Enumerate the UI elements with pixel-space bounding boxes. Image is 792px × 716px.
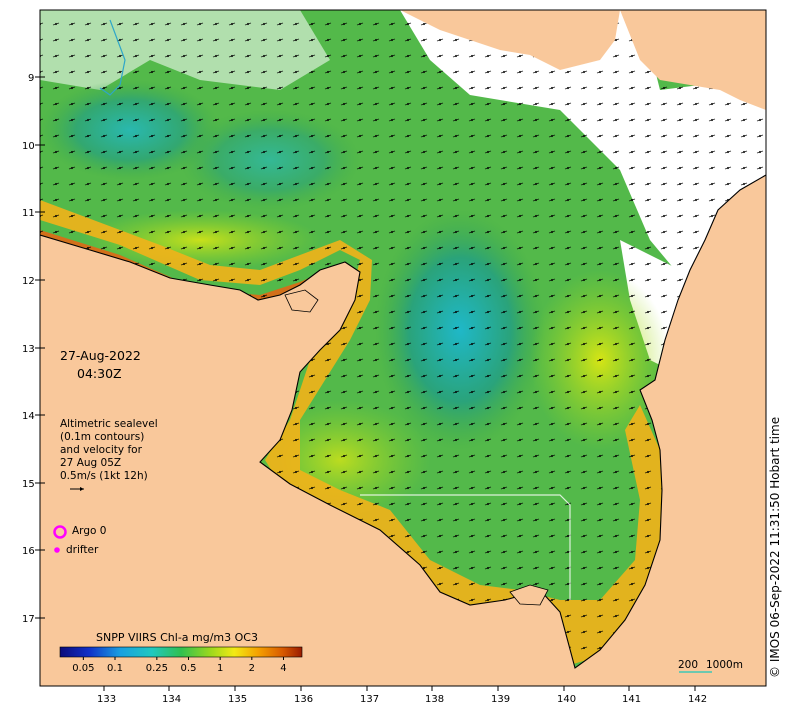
land-new-guinea-east <box>620 10 766 110</box>
drifter-marker-icon <box>54 547 60 553</box>
lat-tick-label: 17 <box>22 614 35 625</box>
land-new-guinea-west <box>400 10 620 70</box>
lon-tick-label: 141 <box>622 694 641 705</box>
inner-ticks <box>40 76 45 619</box>
lon-tick-label: 139 <box>491 694 510 705</box>
velocity-legend: Altimetric sealevel (0.1m contours) and … <box>60 418 158 483</box>
colorbar-tick-label: 0.25 <box>146 663 168 674</box>
scale-label-b: 1000m <box>706 659 743 671</box>
drifter-label: drifter <box>66 544 99 556</box>
colorbar-tick-label: 0.5 <box>181 663 197 674</box>
lat-tick-label: 14 <box>22 411 35 422</box>
lat-tick-label: 9 <box>28 73 34 84</box>
lat-ticks <box>35 76 40 619</box>
legend-line: Altimetric sealevel <box>60 418 158 430</box>
colorbar-tick-label: 2 <box>249 663 255 674</box>
lat-axis: 9 10 11 12 13 14 15 16 17 <box>22 73 35 625</box>
lat-tick-label: 13 <box>22 344 35 355</box>
map-area <box>40 10 766 686</box>
lon-tick-label: 133 <box>97 694 116 705</box>
legend-line: (0.1m contours) <box>60 431 145 443</box>
lon-tick-label: 142 <box>688 694 707 705</box>
lon-tick-label: 134 <box>162 694 181 705</box>
coastline <box>40 174 766 669</box>
lat-tick-label: 10 <box>22 141 35 152</box>
colorbar-tick-label: 4 <box>280 663 286 674</box>
lon-ticks <box>103 686 696 691</box>
colorbar-ticks: 0.05 0.1 0.25 0.5 1 2 4 <box>72 657 287 674</box>
legend-line: 0.5m/s (1kt 12h) <box>60 470 148 482</box>
lon-tick-label: 137 <box>360 694 379 705</box>
colorbar-tick-label: 0.05 <box>72 663 94 674</box>
scale-label-a: 200 <box>678 659 699 671</box>
land-australia <box>40 175 766 686</box>
lat-tick-label: 16 <box>22 546 35 557</box>
colorbar-tick-label: 1 <box>217 663 223 674</box>
lon-tick-label: 135 <box>228 694 247 705</box>
velocity-scale-arrowhead-icon <box>80 487 84 491</box>
credit-text: © IMOS 06-Sep-2022 11:31:50 Hobart time <box>768 416 782 678</box>
map-time: 04:30Z <box>77 366 122 381</box>
lat-tick-label: 12 <box>22 276 35 287</box>
lon-tick-label: 138 <box>425 694 444 705</box>
lon-axis: 133 134 135 136 137 138 139 140 141 142 <box>97 694 707 705</box>
map-date: 27-Aug-2022 <box>60 348 141 363</box>
argo-marker-icon <box>53 525 67 539</box>
legend-line: and velocity for <box>60 444 142 456</box>
lon-tick-label: 140 <box>557 694 576 705</box>
track-line <box>360 494 571 600</box>
lat-tick-label: 15 <box>22 479 35 490</box>
legend-line: 27 Aug 05Z <box>60 457 122 469</box>
colorbar-title: SNPP VIIRS Chl-a mg/m3 OC3 <box>96 631 258 644</box>
colorbar <box>59 646 303 658</box>
colorbar-tick-label: 0.1 <box>107 663 123 674</box>
lat-tick-label: 11 <box>22 208 35 219</box>
sea-lane <box>99 19 126 96</box>
lon-tick-label: 136 <box>294 694 313 705</box>
argo-label: Argo 0 <box>72 525 107 537</box>
island <box>284 289 319 313</box>
island-south <box>509 584 549 606</box>
